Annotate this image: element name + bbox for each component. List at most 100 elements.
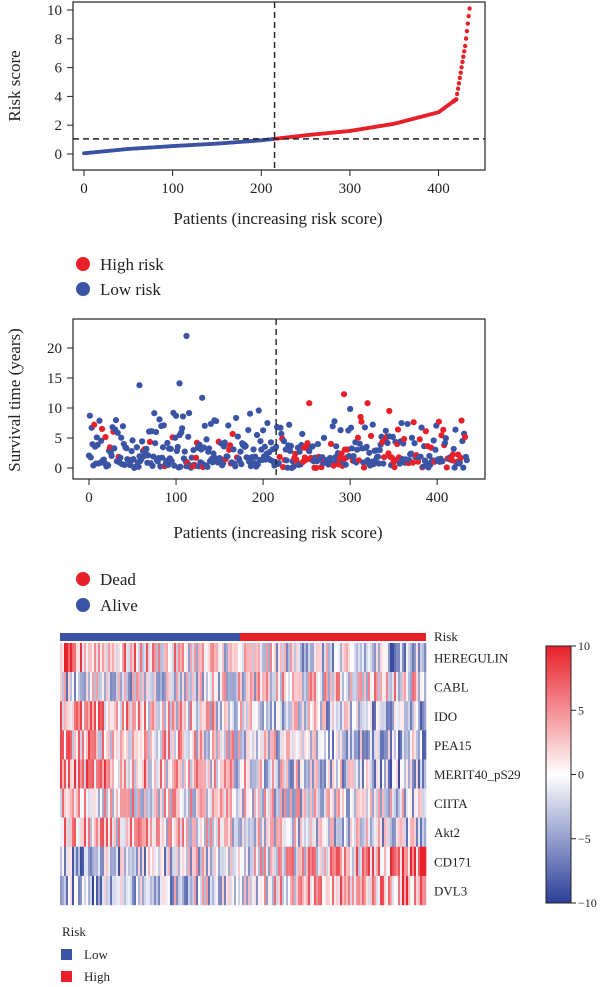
heatmap-cell [416, 643, 419, 673]
survival-point [225, 422, 232, 429]
heatmap-cell [160, 846, 163, 877]
survival-point [360, 464, 368, 471]
heatmap-cell [286, 672, 289, 702]
heatmap-cell [208, 788, 211, 818]
risk-y-tick-label: 8 [55, 32, 63, 48]
heatmap-cell [376, 817, 379, 847]
heatmap-cell [130, 875, 133, 906]
risk-track-label: Risk [434, 629, 458, 644]
heatmap-cell [338, 672, 341, 702]
heatmap-cell [90, 788, 93, 818]
risk-point [457, 75, 463, 81]
heatmap-cell [342, 817, 345, 847]
heatmap-cell [388, 846, 391, 877]
heatmap-cell [220, 701, 223, 731]
heatmap-cell [254, 643, 257, 673]
heatmap-cell [302, 788, 305, 818]
heatmap-cell [244, 846, 247, 877]
heatmap-cell [404, 817, 407, 847]
heatmap-cell [388, 672, 391, 702]
heatmap-cell [124, 730, 127, 760]
heatmap-cell [240, 701, 243, 731]
heatmap-cell [208, 817, 211, 847]
heatmap-cell [100, 759, 103, 789]
heatmap-cell [382, 817, 385, 847]
heatmap-cell [188, 643, 191, 673]
heatmap-cell [246, 788, 249, 818]
high-risk-legend-dot [76, 257, 90, 271]
heatmap-cell [212, 672, 215, 702]
survival-point [443, 464, 450, 471]
heatmap-cell [144, 730, 147, 760]
heatmap-cell [96, 846, 99, 877]
heatmap-cell [100, 788, 103, 818]
survival-point [152, 440, 159, 447]
heatmap-cell [202, 730, 205, 760]
heatmap-cell [184, 788, 187, 818]
survival-point [277, 424, 284, 431]
heatmap-cell [312, 701, 315, 731]
heatmap-cell [110, 788, 113, 818]
survival-x-axis: 0 100 200 300 400 [85, 479, 448, 506]
heatmap-cell [286, 759, 289, 789]
heatmap-cell [142, 846, 145, 877]
survival-point [98, 437, 105, 444]
heatmap-cell [416, 817, 419, 847]
heatmap-cell [274, 730, 277, 760]
heatmap-cell [116, 846, 119, 877]
survival-point [123, 445, 130, 452]
heatmap-cell [130, 788, 133, 818]
heatmap-cell [392, 730, 395, 760]
heatmap-cell [166, 730, 169, 760]
heatmap-cell [394, 817, 397, 847]
survival-point [306, 448, 313, 455]
heatmap-cell [150, 672, 153, 702]
heatmap-cell [352, 730, 355, 760]
heatmap-cell [90, 875, 93, 906]
survival-point [259, 427, 267, 434]
heatmap-cell [180, 643, 183, 673]
heatmap-cell [98, 846, 101, 877]
heatmap-cell [396, 643, 399, 673]
heatmap-cell [336, 701, 339, 731]
heatmap-cell [286, 846, 289, 877]
heatmap-cell [210, 817, 213, 847]
heatmap-cell [116, 701, 119, 731]
heatmap-cell [314, 875, 317, 906]
heatmap-cell [360, 788, 363, 818]
heatmap-cell [298, 875, 301, 906]
heatmap-cell [320, 730, 323, 760]
heatmap-cell [154, 672, 157, 702]
heatmap-cell [188, 759, 191, 789]
heatmap-cell [96, 701, 99, 731]
heatmap-cell [100, 875, 103, 906]
heatmap-cell [386, 759, 389, 789]
heatmap-cell [136, 817, 139, 847]
heatmap-cell [368, 701, 371, 731]
survival-point [439, 458, 446, 465]
heatmap-cell [134, 875, 137, 906]
heatmap-cell [282, 701, 285, 731]
heatmap-cell [130, 643, 133, 673]
heatmap-cell [350, 730, 353, 760]
heatmap-cell [386, 643, 389, 673]
heatmap-cell [74, 788, 77, 818]
survival-point [382, 427, 389, 434]
heatmap-cell [94, 817, 97, 847]
heatmap-cell [96, 875, 99, 906]
heatmap-cell [298, 701, 301, 731]
heatmap-cell [402, 701, 405, 731]
heatmap-cell [290, 672, 293, 702]
heatmap-cell [132, 846, 135, 877]
heatmap-cell [380, 875, 383, 906]
heatmap-cell [170, 846, 173, 877]
risk-x-tick-label: 0 [80, 181, 88, 197]
heatmap-cell [162, 759, 165, 789]
heatmap-cell [296, 817, 299, 847]
heatmap-cell [344, 730, 347, 760]
heatmap-cell [98, 788, 101, 818]
heatmap-cell [392, 846, 395, 877]
risk-y-tick-label: 4 [55, 89, 63, 105]
heatmap-cell [146, 730, 149, 760]
heatmap-cell [96, 730, 99, 760]
